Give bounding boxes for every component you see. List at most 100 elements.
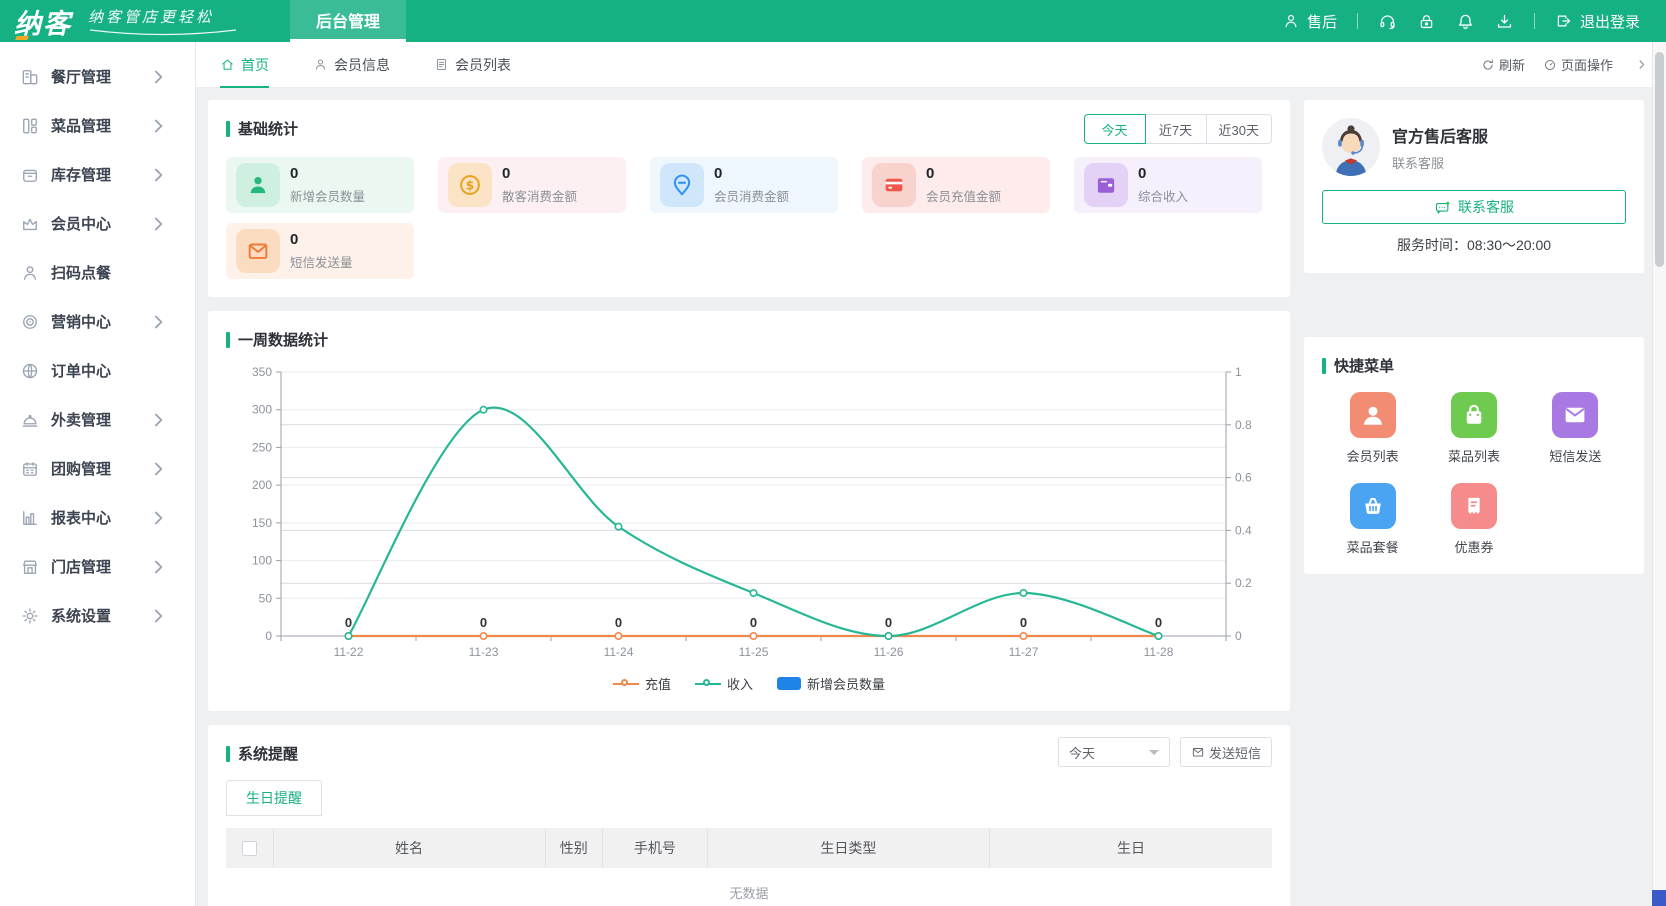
sidebar-item-label: 营销中心 xyxy=(51,314,112,331)
chevron-right-icon xyxy=(148,557,168,577)
app-header: 纳客 纳客管店更轻松 后台管理 售后 退出登录 xyxy=(0,0,1666,42)
slogan-wrap: 纳客管店更轻松 xyxy=(88,6,238,36)
svg-text:11-22: 11-22 xyxy=(334,645,364,659)
sidebar-item-scan-order[interactable]: 扫码点餐 xyxy=(0,248,195,297)
filter-button-近7天[interactable]: 近7天 xyxy=(1144,114,1207,144)
legend-item-recharge[interactable]: 充值 xyxy=(612,674,671,693)
cloche-icon xyxy=(20,410,40,430)
sidebar-item-groupbuy[interactable]: 团购管理 xyxy=(0,444,195,493)
aftersale-button[interactable]: 售后 xyxy=(1282,11,1337,32)
sidebar-item-dishes[interactable]: 菜品管理 xyxy=(0,101,195,150)
nav-tab-label: 后台管理 xyxy=(316,13,381,31)
select-all-checkbox[interactable] xyxy=(241,841,257,857)
doc-list-icon xyxy=(434,57,449,72)
svg-text:11-24: 11-24 xyxy=(604,645,634,659)
sidebar-item-label: 菜品管理 xyxy=(51,118,112,135)
tab-member-list[interactable]: 会员列表 xyxy=(434,42,511,88)
quick-label: 菜品套餐 xyxy=(1346,540,1399,555)
home-icon xyxy=(220,57,235,72)
quick-tile xyxy=(1349,483,1396,529)
refresh-button[interactable]: 刷新 xyxy=(1481,55,1525,74)
stat-label: 会员充值金额 xyxy=(926,190,1002,204)
filter-button-近30天[interactable]: 近30天 xyxy=(1205,114,1272,144)
member-fill-icon xyxy=(245,172,271,198)
svg-text:150: 150 xyxy=(252,516,272,530)
quick-item-member-list[interactable]: 会员列表 xyxy=(1347,392,1399,465)
select-all-header xyxy=(226,828,274,868)
gear-icon xyxy=(20,606,40,626)
chevron-down-icon xyxy=(1148,750,1159,760)
tab-member-info[interactable]: 会员信息 xyxy=(313,42,390,88)
chevron-right-icon[interactable] xyxy=(1635,58,1648,71)
service-text: 官方售后客服 联系客服 xyxy=(1392,123,1488,172)
sidebar-item-member-center[interactable]: 会员中心 xyxy=(0,199,195,248)
page-scrollbar[interactable] xyxy=(1652,42,1666,906)
svg-text:0.8: 0.8 xyxy=(1235,418,1252,432)
sidebar-item-label: 会员中心 xyxy=(51,216,112,233)
chevron-right-icon xyxy=(148,214,168,234)
quick-item-sms-send[interactable]: 短信发送 xyxy=(1549,392,1601,465)
quick-item-dish-combo[interactable]: 菜品套餐 xyxy=(1347,483,1399,556)
svg-text:11-28: 11-28 xyxy=(1144,645,1174,659)
quick-item-dish-list[interactable]: 菜品列表 xyxy=(1448,392,1500,465)
user-icon xyxy=(313,57,328,72)
scrollbar-thumb[interactable] xyxy=(1655,52,1664,267)
svg-text:0.2: 0.2 xyxy=(1235,576,1252,590)
sidebar-item-marketing[interactable]: 营销中心 xyxy=(0,297,195,346)
sidebar-item-order-center[interactable]: 订单中心 xyxy=(0,346,195,395)
table-header: 手机号 xyxy=(602,828,708,868)
sidebar-item-reports[interactable]: 报表中心 xyxy=(0,493,195,542)
nav-tab-backoffice[interactable]: 后台管理 xyxy=(290,0,407,42)
chat-icon xyxy=(1434,199,1451,216)
svg-text:0.6: 0.6 xyxy=(1235,471,1252,485)
stat-label: 会员消费金额 xyxy=(714,190,790,204)
inventory-icon xyxy=(20,165,40,185)
svg-text:1: 1 xyxy=(1235,365,1242,379)
logout-button[interactable]: 退出登录 xyxy=(1555,11,1640,32)
legend-label: 充值 xyxy=(644,677,671,692)
logo-accent xyxy=(15,35,29,40)
system-reminder-title: 系统提醒 xyxy=(226,743,298,764)
sidebar-item-label: 门店管理 xyxy=(51,559,112,576)
tabbar-actions: 刷新 页面操作 xyxy=(1481,55,1648,74)
sidebar-item-stores[interactable]: 门店管理 xyxy=(0,542,195,591)
download-icon[interactable] xyxy=(1495,12,1514,31)
date-range-select[interactable]: 今天 xyxy=(1057,737,1170,767)
svg-text:0: 0 xyxy=(1155,615,1162,630)
service-hours: 服务时间：08:30～20:00 xyxy=(1396,237,1552,253)
legend-item-new-members[interactable]: 新增会员数量 xyxy=(777,674,885,693)
page-ops-button[interactable]: 页面操作 xyxy=(1543,55,1613,74)
sidebar-item-settings[interactable]: 系统设置 xyxy=(0,591,195,640)
scrollbar-corner xyxy=(1652,890,1666,906)
filter-button-今天[interactable]: 今天 xyxy=(1083,114,1146,144)
coupon-icon xyxy=(1459,491,1489,521)
quick-tile xyxy=(1552,392,1599,438)
legend-label: 收入 xyxy=(726,677,753,692)
quick-item-coupon[interactable]: 优惠券 xyxy=(1450,483,1497,556)
tab-label: 首页 xyxy=(241,56,269,73)
lock-icon[interactable] xyxy=(1417,12,1436,31)
quick-label: 菜品列表 xyxy=(1447,449,1500,464)
tab-home[interactable]: 首页 xyxy=(220,42,269,88)
headset-icon[interactable] xyxy=(1378,12,1397,31)
contact-service-button[interactable]: 联系客服 xyxy=(1322,190,1626,224)
sidebar-item-inventory[interactable]: 库存管理 xyxy=(0,150,195,199)
send-sms-button[interactable]: 发送短信 xyxy=(1179,737,1272,767)
bell-icon[interactable] xyxy=(1456,12,1475,31)
quick-menu-grid: 会员列表 菜品列表 短信发送菜品套餐 优惠券 xyxy=(1322,392,1626,556)
stat-card-walkin-consumption: $0 散客消费金额 xyxy=(438,157,626,213)
logo-text: 纳客 xyxy=(14,8,72,39)
stat-value: 0 xyxy=(926,165,935,182)
table-header: 姓名 xyxy=(273,828,546,868)
stat-value: 0 xyxy=(502,165,511,182)
globe-icon xyxy=(20,361,40,381)
stat-icon-tile xyxy=(660,163,704,207)
sidebar-item-label: 库存管理 xyxy=(51,167,112,184)
legend-item-income[interactable]: 收入 xyxy=(694,674,753,693)
tab-birthday-reminder[interactable]: 生日提醒 xyxy=(226,780,322,816)
sidebar-item-restaurant[interactable]: 餐厅管理 xyxy=(0,52,195,101)
sidebar-item-takeout[interactable]: 外卖管理 xyxy=(0,395,195,444)
bar-chart-icon xyxy=(20,508,40,528)
calendar-icon xyxy=(20,459,40,479)
table-empty-row: 无数据 xyxy=(226,868,1272,906)
